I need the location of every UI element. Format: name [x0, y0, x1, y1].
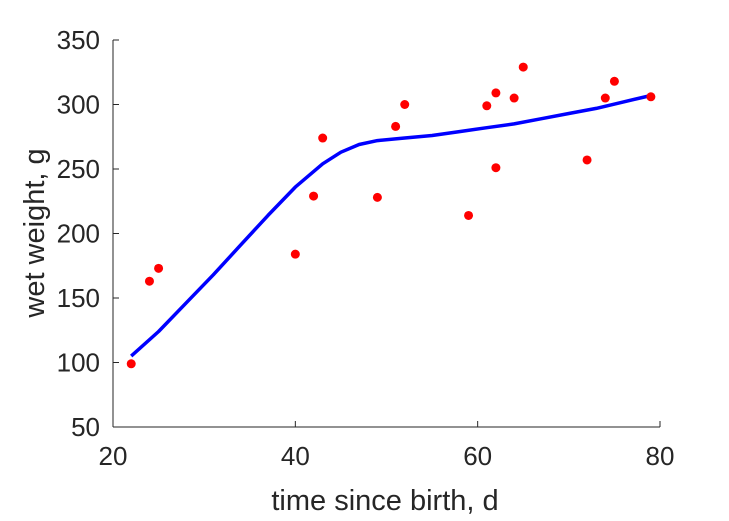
x-tick-label: 20	[99, 441, 128, 471]
data-point	[509, 93, 519, 103]
data-point	[400, 100, 410, 109]
y-tick-label: 300	[57, 90, 100, 120]
x-tick-label: 40	[281, 441, 310, 471]
plot-area	[126, 62, 656, 369]
data-point	[154, 263, 164, 273]
x-tick-label: 80	[646, 441, 675, 471]
x-axis-label: time since birth, d	[271, 485, 498, 517]
y-tick-label: 150	[57, 283, 100, 313]
data-point	[491, 163, 501, 173]
y-tick-label: 200	[57, 219, 100, 249]
data-point	[491, 88, 501, 98]
y-tick-label: 50	[71, 412, 100, 442]
data-point	[464, 210, 474, 220]
fit-curve	[130, 93, 652, 358]
data-point	[126, 359, 136, 369]
axes	[112, 40, 660, 428]
data-point	[518, 62, 528, 72]
ticks: 20 40 60 80 50 100 150 200 250 300 350	[57, 25, 675, 471]
data-point	[600, 93, 610, 103]
data-point	[144, 276, 154, 286]
data-point	[482, 101, 492, 111]
y-axis-label: wet weight, g	[19, 148, 51, 318]
data-point	[309, 191, 319, 201]
data-point	[646, 92, 656, 102]
data-point	[391, 121, 401, 131]
y-tick-label: 350	[57, 25, 100, 55]
data-point	[372, 192, 382, 202]
data-point	[582, 155, 592, 165]
y-tick-label: 100	[57, 348, 100, 378]
data-point	[318, 133, 328, 143]
data-point	[290, 249, 300, 259]
x-tick-label: 60	[463, 441, 492, 471]
y-tick-label: 250	[57, 154, 100, 184]
data-point	[609, 76, 619, 86]
